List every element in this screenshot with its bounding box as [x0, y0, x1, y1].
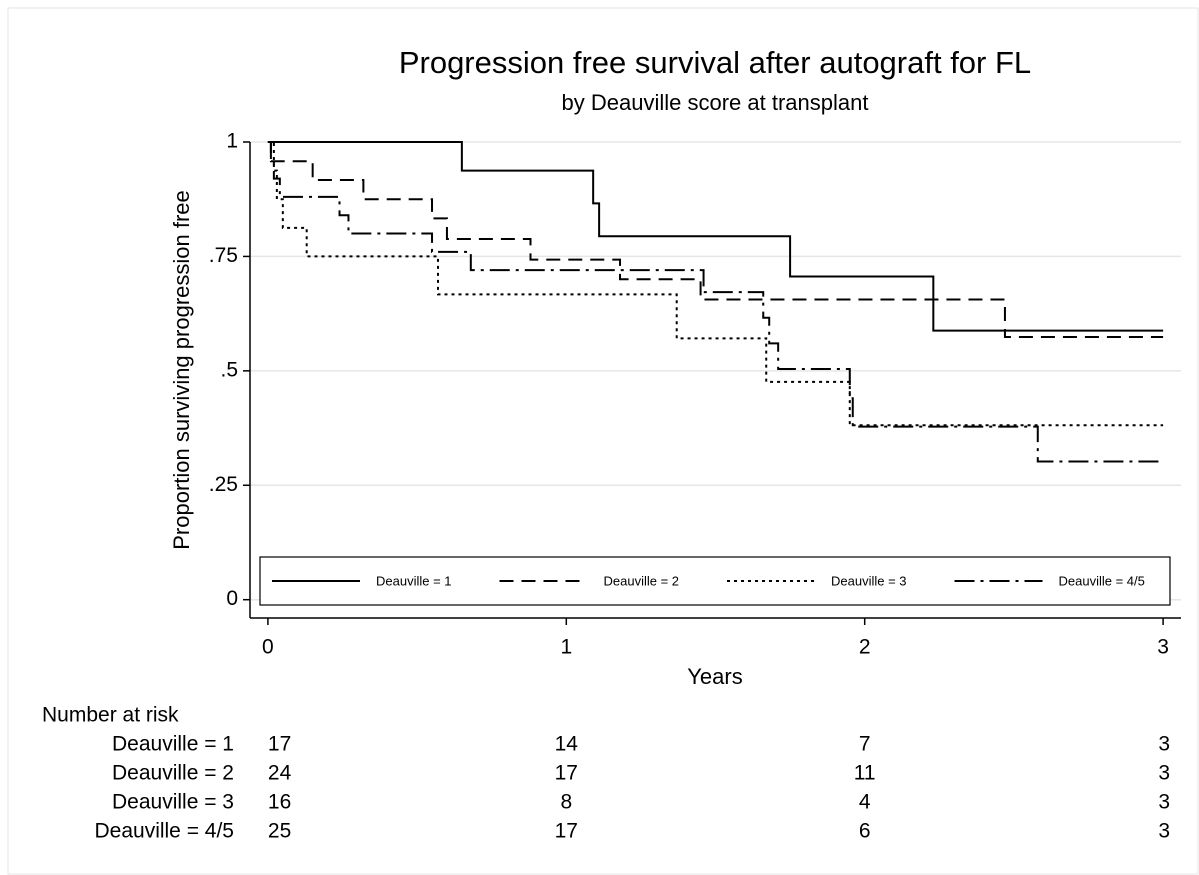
risk-count: 16	[268, 791, 291, 814]
x-tick-label: 3	[1157, 636, 1169, 659]
chart-subtitle: by Deauville score at transplant	[562, 90, 869, 115]
x-axis-label: Years	[687, 664, 742, 689]
y-tick-label: 0	[226, 587, 238, 610]
legend-label: Deauville = 3	[831, 573, 907, 588]
risk-count: 17	[555, 762, 578, 785]
risk-row-label: Deauville = 1	[112, 733, 234, 756]
legend-label: Deauville = 4/5	[1059, 573, 1145, 588]
risk-row-label: Deauville = 3	[112, 791, 234, 814]
y-tick-label: .5	[220, 358, 238, 381]
survival-line	[267, 141, 1164, 427]
risk-row-label: Deauville = 2	[112, 762, 234, 785]
risk-count: 17	[555, 820, 578, 843]
risk-count: 3	[1158, 762, 1170, 785]
survival-line	[267, 141, 1164, 332]
risk-title: Number at risk	[42, 704, 179, 727]
risk-count: 4	[859, 791, 871, 814]
x-tick-label: 1	[560, 636, 572, 659]
risk-count: 14	[555, 733, 579, 756]
risk-count: 25	[268, 820, 291, 843]
x-tick-label: 2	[859, 636, 871, 659]
risk-count: 8	[560, 791, 572, 814]
survival-line	[267, 141, 1164, 463]
risk-count: 3	[1158, 791, 1170, 814]
y-tick-label: .75	[209, 244, 238, 267]
risk-count: 24	[268, 762, 292, 785]
chart-title: Progression free survival after autograf…	[399, 45, 1031, 80]
risk-count: 17	[268, 733, 291, 756]
x-tick-label: 0	[262, 636, 274, 659]
y-axis-label: Proportion surviving progression free	[169, 190, 194, 550]
y-tick-label: .25	[209, 473, 238, 496]
risk-row-label: Deauville = 4/5	[94, 820, 234, 843]
risk-count: 3	[1158, 733, 1170, 756]
risk-count: 3	[1158, 820, 1170, 843]
legend-label: Deauville = 1	[376, 573, 452, 588]
risk-count: 7	[859, 733, 871, 756]
legend-label: Deauville = 2	[604, 573, 680, 588]
risk-count: 6	[859, 820, 871, 843]
survival-line	[267, 141, 1164, 338]
risk-count: 11	[854, 762, 876, 785]
y-tick-label: 1	[226, 130, 238, 153]
frame	[7, 7, 1199, 875]
